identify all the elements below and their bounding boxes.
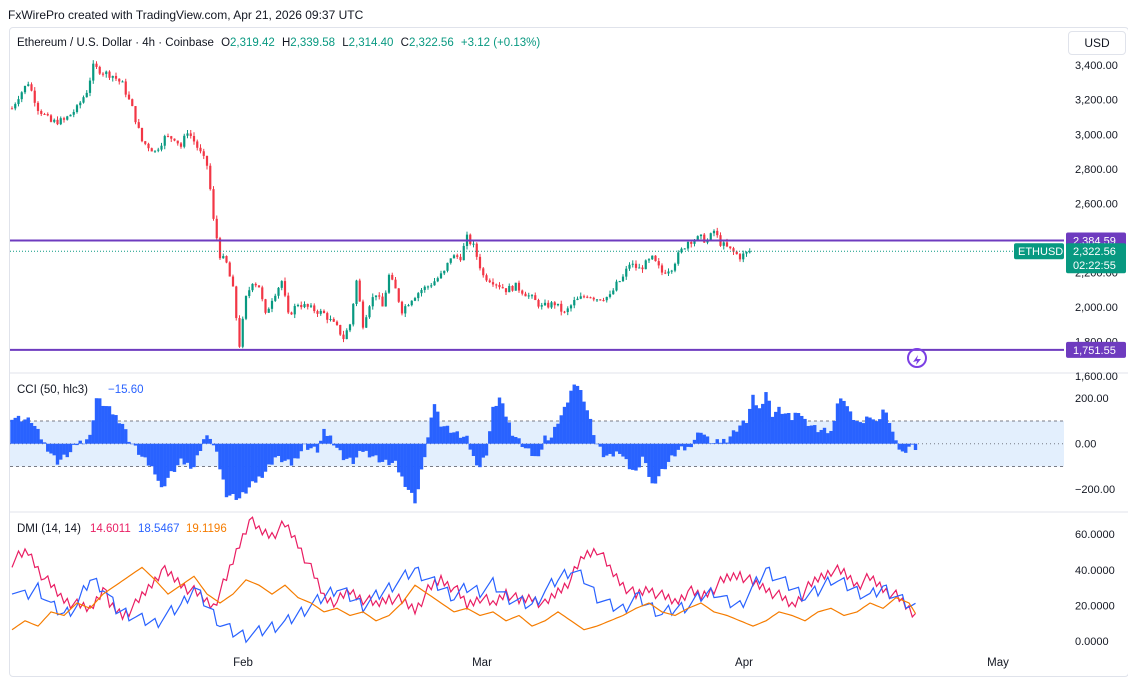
close-label: C [400, 37, 409, 49]
open-value: 2,319.42 [230, 37, 275, 49]
change-value: +3.12 (+0.13%) [460, 37, 541, 49]
chart-header: FxWirePro created with TradingView.com, … [8, 8, 364, 22]
currency-button[interactable]: USD [1068, 31, 1126, 55]
symbol-legend: Ethereum / U.S. Dollar · 4h · Coinbase O… [17, 37, 540, 49]
low-label: L [342, 37, 349, 49]
high-value: 2,339.58 [290, 37, 336, 49]
symbol-name: Ethereum / U.S. Dollar · 4h · Coinbase [17, 37, 214, 49]
close-value: 2,322.56 [408, 37, 454, 49]
low-value: 2,314.40 [348, 37, 394, 49]
high-label: H [281, 37, 291, 49]
chart-frame [9, 27, 1128, 677]
open-label: O [221, 37, 231, 49]
